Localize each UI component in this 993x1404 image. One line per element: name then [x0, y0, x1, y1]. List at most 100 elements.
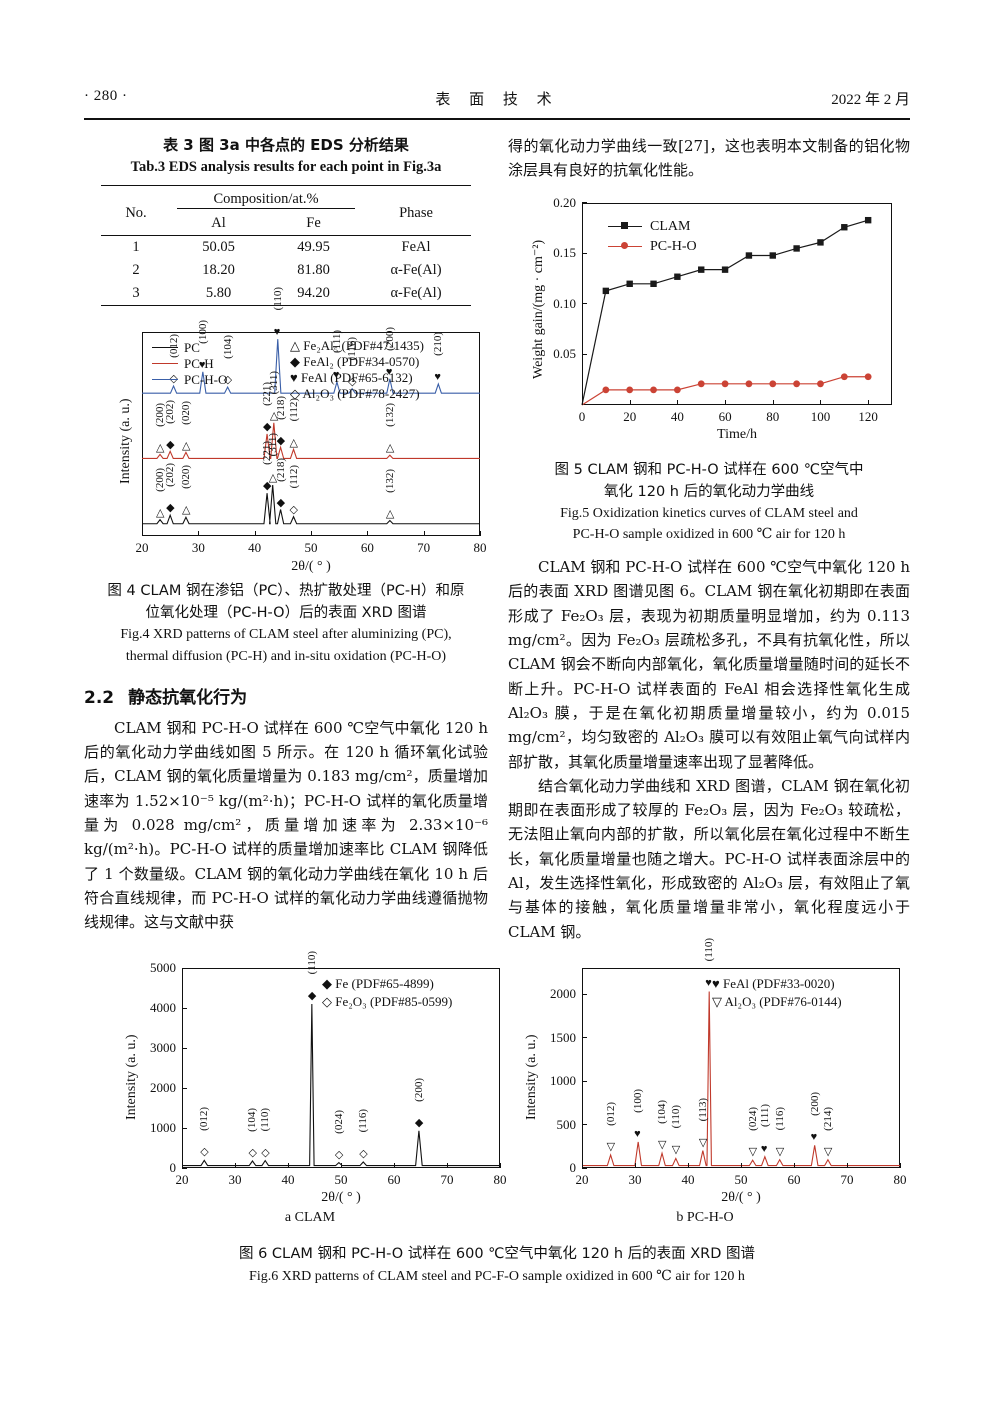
- data-point: [841, 223, 848, 231]
- peak-marker: ♥: [705, 977, 712, 990]
- peak-label: (311): [267, 371, 280, 395]
- peak-marker: ♥: [385, 366, 393, 379]
- y-tick: [182, 1087, 187, 1089]
- left-paragraph-1: CLAM 钢和 PC-H-O 试样在 600 ℃空气中氧化 120 h 后的氧化…: [84, 718, 488, 932]
- peak-label: (110): [305, 951, 318, 975]
- data-point: [769, 251, 776, 259]
- peak-marker: ◆: [307, 990, 317, 1002]
- peak-marker: ♥: [273, 326, 281, 339]
- y-tick-label: 0: [169, 1160, 177, 1175]
- x-tick: [688, 1163, 689, 1168]
- x-tick-label: 50: [334, 1172, 348, 1187]
- x-tick: [254, 531, 256, 537]
- x-tick-label: 50: [734, 1172, 748, 1187]
- x-tick-label: 30: [628, 1172, 642, 1187]
- peak-label: (214): [821, 1106, 834, 1131]
- cell-phase: α-Fe(Al): [390, 285, 442, 302]
- th-composition-text: Composition/at.%: [213, 191, 319, 208]
- cell-fe: 94.20: [297, 285, 330, 302]
- x-tick: [635, 1163, 636, 1168]
- x-tick-label: 0: [578, 408, 586, 424]
- y-tick-label: 0.15: [553, 245, 576, 261]
- x-tick: [741, 1163, 742, 1168]
- peak-label: (012): [198, 1107, 211, 1132]
- th-phase: Phase: [399, 204, 433, 221]
- fig6b-chart-panel-label: b PC-H-O: [676, 1210, 734, 1225]
- fig5-xlabel: Time/h: [717, 426, 757, 442]
- fig4-caption-en-1: Fig.4 XRD patterns of CLAM steel after a…: [120, 627, 452, 643]
- peak-label: (202): [164, 399, 177, 424]
- legend-label-pc-h: PC-H: [184, 356, 214, 372]
- y-tick: [582, 303, 587, 305]
- peak-label: (024): [332, 1109, 345, 1134]
- y-tick: [582, 1124, 587, 1126]
- fig6a-xrd-chart: ◇ (012) ◇ (104) ◇ (110) ◆ (110) ◇ (024) ◇ (116) ◆ (20…: [110, 951, 510, 1243]
- fig6b-chart-phase-key-0: ♥ FeAl (PDF#33-0020): [712, 976, 835, 991]
- peak-marker: ▽: [823, 1145, 833, 1158]
- fig5-caption-en-2: PC-H-O sample oxidized in 600 ℃ air for …: [572, 526, 846, 542]
- fig6a-chart-phase-key-0: ◆ Fe (PDF#65-4899): [322, 976, 434, 991]
- x-tick: [182, 1163, 183, 1168]
- x-tick: [900, 1163, 901, 1168]
- fig6b-xrd-chart: ▽ (012) ♥ (100) ▽ (104) ▽ (110) ▽ (113) ♥ (110) ▽ (02…: [500, 938, 910, 1243]
- peak-marker: ♥: [760, 1142, 768, 1155]
- fig6a-chart-panel-label: a CLAM: [284, 1210, 336, 1225]
- cell-no: 2: [132, 262, 140, 279]
- x-tick-label: 60: [787, 1172, 801, 1187]
- data-point: [793, 379, 801, 387]
- peak-marker: ♥: [810, 1131, 818, 1144]
- data-point: [698, 266, 705, 273]
- data-point: [650, 386, 657, 393]
- data-point: [864, 216, 872, 223]
- x-tick: [480, 531, 481, 537]
- x-tick: [367, 531, 369, 537]
- y-tick: [582, 1167, 587, 1169]
- peak-marker: ◇: [289, 503, 298, 516]
- x-tick: [447, 1163, 448, 1168]
- fig4-caption-cn-2: 位氧化处理（PC-H-O）后的表面 XRD 图谱: [145, 605, 427, 622]
- cell-al: 50.05: [202, 239, 235, 256]
- data-point: [697, 379, 705, 387]
- data-point: [793, 244, 800, 252]
- x-tick-label: 40: [681, 1172, 695, 1187]
- peak-marker: ▽: [671, 1144, 681, 1157]
- table-row: 3 5.80 94.20 α-Fe(Al): [101, 282, 471, 306]
- fig6a-chart-ylabel: Intensity (a. u.): [124, 1034, 139, 1120]
- x-tick-label: 20: [135, 540, 149, 556]
- cell-no: 3: [132, 285, 140, 302]
- x-tick: [582, 1163, 583, 1168]
- peak-marker: ◇: [200, 1146, 209, 1159]
- peak-marker: ◇: [248, 1147, 257, 1159]
- cell-no: 1: [132, 239, 140, 256]
- y-tick-label: 500: [556, 1116, 577, 1132]
- peak-label: (200): [412, 1077, 425, 1102]
- y-tick-label: 4000: [150, 1000, 176, 1015]
- peak-label: (111): [758, 1103, 771, 1127]
- y-tick-label: 0: [569, 1160, 577, 1175]
- x-tick: [847, 1163, 848, 1168]
- peak-label: (200): [808, 1092, 821, 1117]
- data-point: [602, 386, 610, 393]
- table3-caption: 表 3 图 3a 中各点的 EDS 分析结果 Tab.3 EDS analysi…: [84, 134, 488, 178]
- fig6b-chart-xlabel: 2θ/( ° ): [721, 1190, 761, 1205]
- y-tick: [582, 353, 587, 355]
- legend-swatch-pc-h-o: [152, 379, 178, 381]
- cell-al: 5.80: [205, 285, 232, 302]
- legend-marker-pc-h-o: [621, 242, 628, 250]
- y-tick-label: 0.10: [553, 295, 576, 311]
- data-point: [602, 287, 610, 294]
- fig6b-chart-trace: [582, 991, 900, 1167]
- legend-swatch-pc: [152, 347, 178, 349]
- x-tick: [582, 399, 583, 405]
- peak-label: (024): [746, 1107, 759, 1131]
- peak-label: (210): [432, 332, 445, 357]
- peak-label: (020): [179, 400, 192, 425]
- th-composition: Composition/at.%: [171, 186, 361, 213]
- y-tick: [182, 1167, 187, 1169]
- data-point: [673, 386, 681, 393]
- fig6a-chart-phase-key-1: ◇ Fe₂O₃ (PDF#85-0599): [322, 994, 453, 1009]
- x-tick: [677, 399, 679, 405]
- y-tick-label: 2000: [150, 1080, 176, 1095]
- peak-label: (132): [383, 403, 396, 428]
